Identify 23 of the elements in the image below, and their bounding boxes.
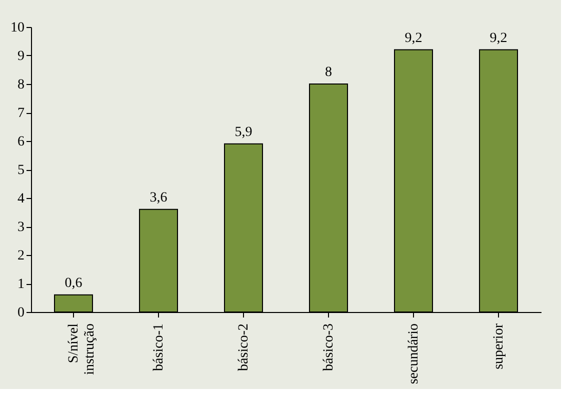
x-tick-label: básico-3 bbox=[322, 324, 336, 371]
y-tick-label: 1 bbox=[18, 277, 24, 292]
y-tick-label: 6 bbox=[18, 134, 24, 150]
x-tick-label: básico-1 bbox=[152, 324, 166, 371]
x-tick-label: S/nível instrução bbox=[66, 323, 98, 375]
y-tick-label: 10 bbox=[10, 20, 24, 36]
y-tick-label: 8 bbox=[18, 78, 24, 92]
data-label: 5,9 bbox=[234, 124, 252, 140]
x-tick-label: básico-2 bbox=[236, 324, 252, 371]
y-tick-label: 2 bbox=[18, 248, 24, 264]
data-label: 3,6 bbox=[150, 190, 168, 206]
data-label: 0,6 bbox=[64, 276, 82, 291]
data-label: 9,2 bbox=[404, 30, 422, 46]
data-label: 9,2 bbox=[490, 30, 508, 46]
x-tick-label: secundário bbox=[406, 324, 422, 384]
y-tick-label: 3 bbox=[18, 220, 24, 235]
x-tick-label: superior bbox=[492, 323, 506, 370]
y-tick-label: 5 bbox=[18, 163, 24, 178]
data-label: 8 bbox=[325, 65, 332, 80]
y-tick-label: 4 bbox=[18, 192, 24, 206]
y-tick-label: 0 bbox=[18, 306, 24, 320]
y-tick-label: 9 bbox=[18, 49, 24, 64]
y-tick-label: 7 bbox=[18, 106, 24, 121]
